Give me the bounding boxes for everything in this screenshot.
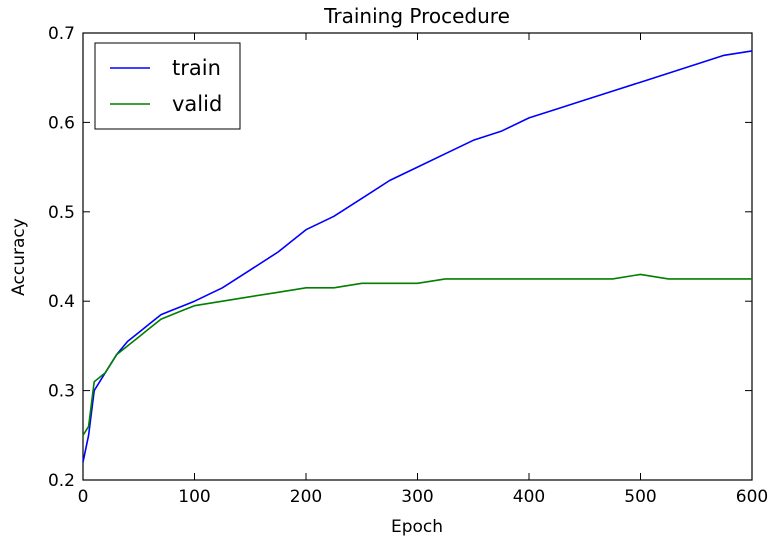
x-tick-label: 0: [78, 487, 89, 507]
y-axis: 0.2 0.3 0.4 0.5 0.6 0.7: [48, 24, 752, 491]
y-axis-label: Accuracy: [9, 218, 29, 296]
y-tick-label: 0.5: [48, 203, 75, 223]
y-tick-label: 0.6: [48, 113, 75, 133]
x-axis: 0 100 200 300 400 500 600: [78, 33, 768, 507]
x-tick-label: 300: [401, 487, 433, 507]
x-tick-label: 600: [736, 487, 768, 507]
series-line-train: [82, 50, 753, 463]
chart-title: Training Procedure: [323, 4, 510, 28]
legend-box: [94, 42, 241, 130]
x-tick-label: 500: [624, 487, 656, 507]
series-layer: [82, 50, 753, 463]
legend-label-train: train: [172, 56, 221, 80]
series-line-valid: [82, 273, 752, 436]
y-tick-label: 0.7: [48, 24, 75, 44]
x-tick-label: 400: [513, 487, 545, 507]
legend-label-valid: valid: [172, 92, 222, 116]
x-axis-label: Epoch: [391, 517, 443, 537]
x-tick-label: 100: [178, 487, 210, 507]
x-tick-label: 200: [290, 487, 322, 507]
y-tick-label: 0.3: [48, 382, 75, 402]
y-tick-label: 0.4: [48, 292, 75, 312]
legend: train valid: [94, 42, 241, 130]
y-tick-label: 0.2: [48, 471, 75, 491]
